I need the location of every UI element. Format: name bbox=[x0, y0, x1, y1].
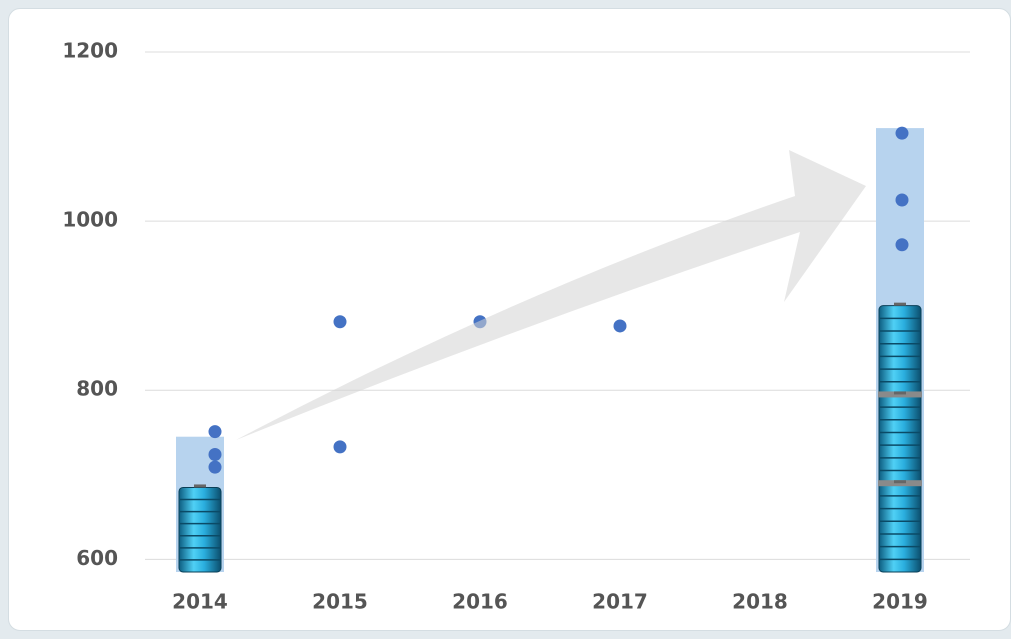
battery bbox=[179, 484, 221, 572]
point bbox=[209, 448, 222, 461]
battery-cap bbox=[894, 391, 906, 394]
battery bbox=[878, 303, 922, 572]
y-tick-label: 1000 bbox=[62, 208, 118, 232]
point bbox=[334, 315, 347, 328]
x-tick-label: 2017 bbox=[592, 590, 648, 614]
battery-body bbox=[879, 306, 921, 572]
trend-arrow bbox=[236, 150, 866, 440]
y-tick-label: 600 bbox=[76, 546, 118, 570]
point bbox=[896, 193, 909, 206]
x-tick-label: 2014 bbox=[172, 590, 228, 614]
page: {"chart_data": {"type": "bar", "categori… bbox=[0, 0, 1011, 639]
point bbox=[334, 440, 347, 453]
battery-cap bbox=[894, 480, 906, 483]
battery-cap bbox=[894, 303, 906, 306]
point bbox=[209, 425, 222, 438]
x-tick-label: 2016 bbox=[452, 590, 508, 614]
point bbox=[896, 127, 909, 140]
chart: 600 800 1000 1200 2014 2015 2016 2017 2018 2019 bbox=[0, 0, 1011, 639]
battery-cap bbox=[194, 484, 206, 487]
point bbox=[209, 461, 222, 474]
point bbox=[896, 238, 909, 251]
x-tick-label: 2019 bbox=[872, 590, 928, 614]
x-tick-label: 2018 bbox=[732, 590, 788, 614]
y-tick-label: 800 bbox=[76, 377, 118, 401]
x-tick-label: 2015 bbox=[312, 590, 368, 614]
point bbox=[614, 319, 627, 332]
y-tick-label: 1200 bbox=[62, 39, 118, 63]
